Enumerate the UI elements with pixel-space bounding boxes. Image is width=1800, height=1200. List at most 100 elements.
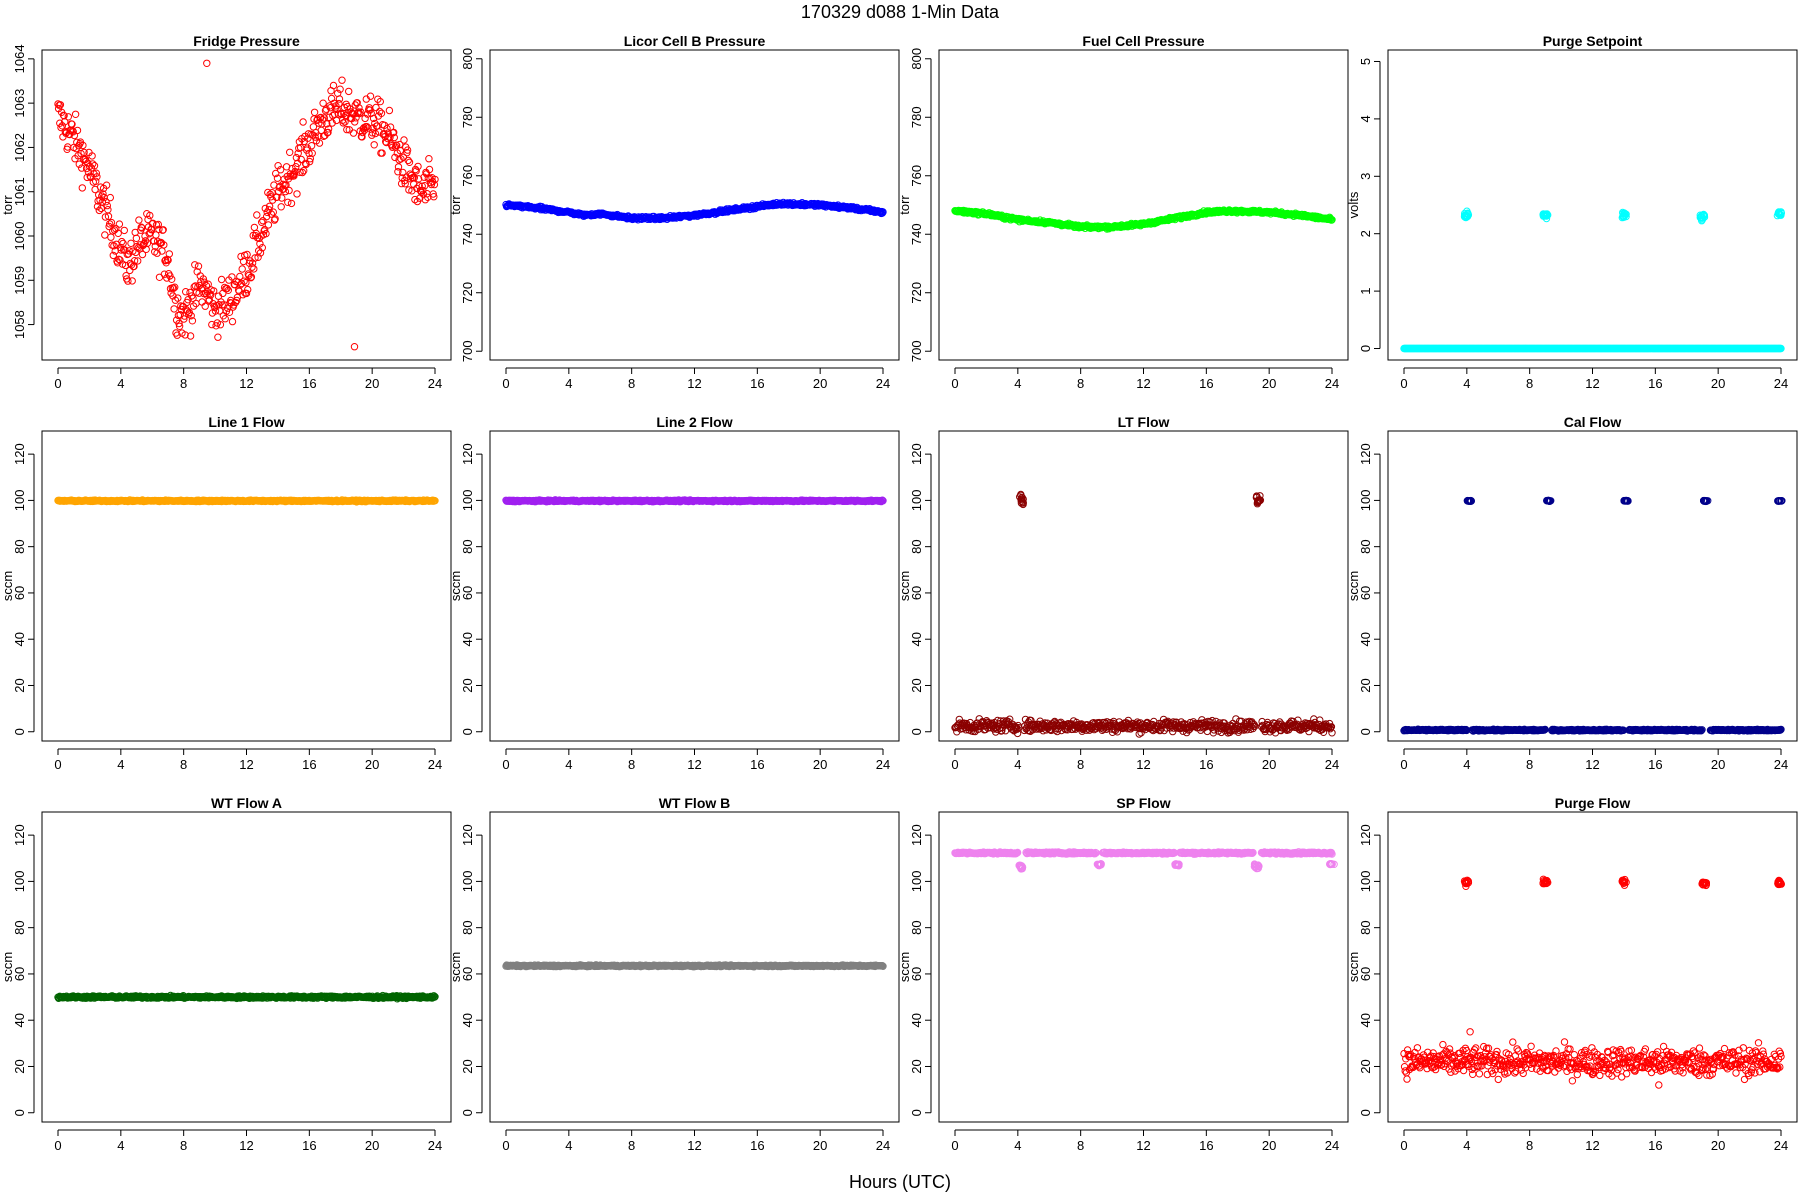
- data-point: [203, 59, 211, 67]
- data-point: [170, 305, 178, 313]
- data-point: [180, 315, 188, 323]
- data-point: [372, 103, 380, 112]
- y-tick-label: 5: [1358, 58, 1373, 65]
- data-point: [115, 255, 123, 263]
- data-point: [425, 165, 434, 174]
- x-tick-label: 16: [1199, 757, 1213, 772]
- data-point: [155, 225, 163, 234]
- data-point: [310, 108, 319, 117]
- y-tick-label: 0: [12, 728, 27, 735]
- x-tick-label: 24: [428, 757, 442, 772]
- x-tick-label: 20: [1711, 757, 1725, 772]
- data-point: [370, 141, 378, 149]
- data-point: [253, 211, 261, 219]
- y-tick-label: 120: [1358, 443, 1373, 465]
- page-title: 170329 d088 1-Min Data: [801, 2, 1000, 22]
- data-point: [240, 277, 248, 285]
- data-point: [393, 141, 401, 150]
- x-tick-label: 0: [951, 757, 958, 772]
- data-point: [430, 193, 438, 201]
- data-point: [104, 206, 112, 214]
- x-tick-label: 20: [813, 757, 827, 772]
- data-point: [103, 201, 112, 210]
- plot-frame: [1387, 430, 1798, 742]
- data-point: [414, 175, 423, 183]
- data-point: [93, 202, 102, 211]
- data-point: [251, 254, 259, 262]
- data-point: [149, 219, 157, 228]
- data-point: [184, 296, 192, 304]
- x-tick-label: 0: [502, 757, 509, 772]
- panel-title: Fridge Pressure: [193, 33, 300, 49]
- data-point: [299, 118, 307, 126]
- data-point: [250, 265, 258, 273]
- data-point: [92, 177, 100, 186]
- data-point: [116, 256, 124, 264]
- data-point: [56, 101, 65, 109]
- data-point: [267, 210, 276, 218]
- data-point: [159, 226, 167, 234]
- data-point: [214, 333, 222, 341]
- data-point: [353, 99, 361, 107]
- x-tick-label: 12: [687, 376, 701, 391]
- data-point: [237, 279, 246, 288]
- data-point: [274, 162, 282, 170]
- data-point: [403, 146, 412, 154]
- y-tick-label: 1064: [12, 44, 27, 73]
- data-point: [120, 226, 129, 235]
- data-point: [117, 246, 125, 254]
- data-point: [56, 119, 64, 127]
- data-point: [236, 272, 244, 281]
- y-tick-label: 740: [460, 223, 475, 245]
- data-point: [89, 160, 97, 168]
- data-point: [88, 152, 96, 160]
- x-tick-label: 4: [1014, 376, 1021, 391]
- data-point: [194, 262, 203, 270]
- data-point: [259, 217, 267, 225]
- data-point: [388, 143, 397, 152]
- x-tick-label: 8: [1526, 376, 1533, 391]
- data-point: [390, 133, 398, 142]
- y-tick-label: 780: [460, 106, 475, 128]
- data-point: [60, 118, 69, 126]
- data-point: [285, 186, 293, 195]
- data-point: [307, 142, 316, 150]
- data-point: [186, 332, 195, 340]
- data-point: [191, 261, 199, 269]
- data-point: [297, 155, 305, 164]
- y-tick-label: 80: [1358, 539, 1373, 553]
- data-point: [136, 241, 144, 249]
- x-tick-label: 8: [1077, 757, 1084, 772]
- data-point: [324, 125, 333, 133]
- data-point: [278, 194, 286, 202]
- data-point: [329, 81, 338, 90]
- data-point: [345, 87, 353, 96]
- data-point: [311, 133, 319, 141]
- data-point: [248, 263, 256, 271]
- data-point: [146, 211, 154, 220]
- data-point: [176, 311, 184, 319]
- data-point: [376, 107, 384, 116]
- y-tick-label: 3: [1358, 173, 1373, 180]
- plot-frame: [489, 49, 900, 361]
- data-point: [200, 278, 209, 286]
- x-tick-label: 4: [1463, 376, 1470, 391]
- x-tick-label: 4: [565, 757, 572, 772]
- data-point: [82, 157, 90, 166]
- x-tick-label: 20: [1262, 757, 1276, 772]
- data-point: [350, 110, 358, 118]
- data-point: [282, 181, 290, 189]
- data-point: [107, 218, 116, 227]
- x-tick-label: 0: [1400, 376, 1407, 391]
- x-tick-label: 20: [365, 376, 379, 391]
- panel-title: Cal Flow: [1564, 414, 1622, 430]
- data-point: [357, 108, 365, 116]
- plot-frame: [1387, 49, 1798, 361]
- data-point: [410, 174, 418, 182]
- plot-frame: [938, 49, 1349, 361]
- data-point: [276, 166, 285, 174]
- data-point: [238, 265, 246, 273]
- data-point: [277, 203, 285, 211]
- data-points: [951, 206, 1336, 233]
